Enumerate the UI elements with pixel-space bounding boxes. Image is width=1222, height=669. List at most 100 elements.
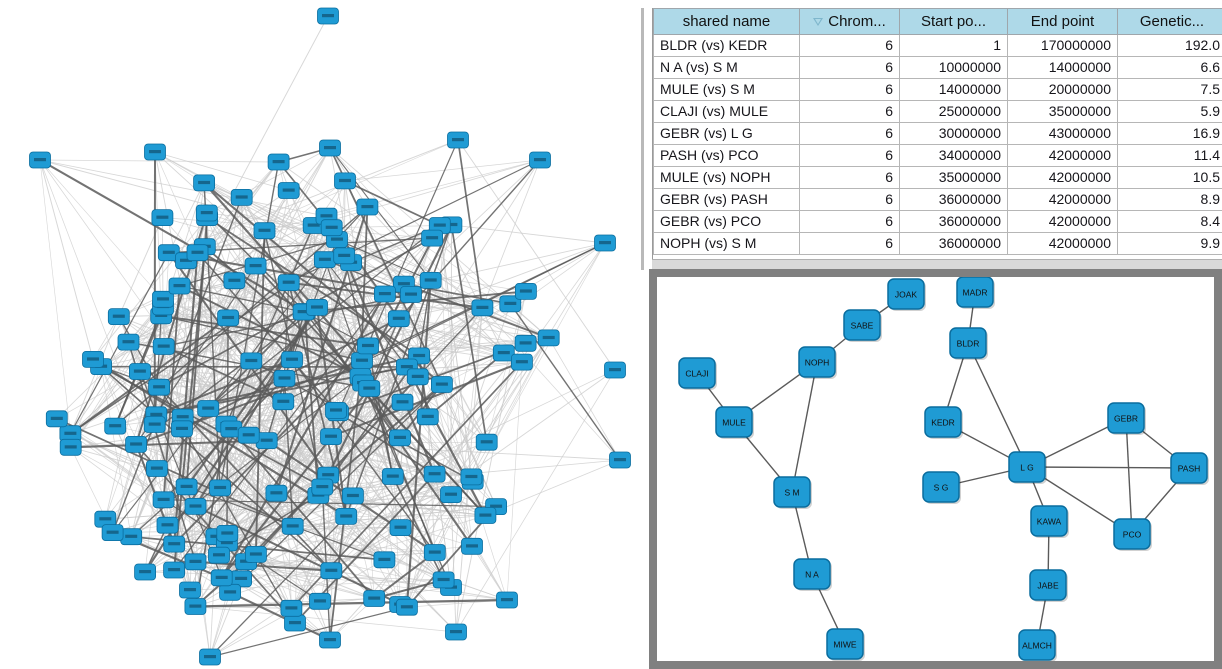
main-network-edge[interactable] <box>225 225 315 425</box>
subnetwork-node-sm[interactable]: S M <box>773 476 812 509</box>
cell-start_point[interactable]: 30000000 <box>899 122 1008 145</box>
subnetwork-node-madr[interactable]: MADR <box>956 277 995 309</box>
main-network-edge[interactable] <box>329 147 523 363</box>
main-network-edge[interactable] <box>162 306 318 308</box>
main-network-edge[interactable] <box>70 346 164 434</box>
main-network-edge[interactable] <box>144 468 158 573</box>
main-network-edge[interactable] <box>92 217 208 360</box>
cell-start_point[interactable]: 34000000 <box>899 144 1008 167</box>
main-network-edge[interactable] <box>163 217 208 500</box>
main-network-edge[interactable] <box>368 387 487 517</box>
subnetwork-edge[interactable] <box>1125 417 1133 535</box>
subnetwork-node-bldr[interactable]: BLDR <box>949 327 988 360</box>
main-network-edge[interactable] <box>39 159 94 360</box>
column-header-genetic[interactable]: Genetic... <box>1117 8 1222 35</box>
cell-shared_name[interactable]: GEBR (vs) PCO <box>653 210 800 233</box>
cell-genetic[interactable]: 11.4 <box>1117 144 1222 167</box>
main-network-edge[interactable] <box>345 516 457 633</box>
cell-end_point[interactable]: 14000000 <box>1007 56 1118 79</box>
main-network-edge[interactable] <box>112 505 196 534</box>
node-shape[interactable] <box>1030 505 1068 537</box>
table-row[interactable]: NOPH (vs) S M 6 36000000 42000000 9.9 <box>653 232 1222 255</box>
cell-shared_name[interactable]: CLAJI (vs) MULE <box>653 100 800 123</box>
cell-shared_name[interactable]: GEBR (vs) PASH <box>653 188 800 211</box>
main-network-edge[interactable] <box>410 294 473 547</box>
cell-start_point[interactable]: 36000000 <box>899 188 1008 211</box>
table-row[interactable]: MULE (vs) S M 6 14000000 20000000 7.5 <box>653 78 1222 101</box>
subnetwork-node-sabe[interactable]: SABE <box>843 309 882 342</box>
main-network-edge[interactable] <box>337 411 436 475</box>
main-network-edge[interactable] <box>168 251 412 296</box>
main-network-edge[interactable] <box>163 499 497 508</box>
node-shape[interactable] <box>887 278 925 310</box>
main-network-edge[interactable] <box>162 306 364 384</box>
main-network-edge[interactable] <box>451 224 606 244</box>
main-network-edge[interactable] <box>457 139 484 308</box>
main-network-edge[interactable] <box>399 552 436 605</box>
subnetwork-edge[interactable] <box>967 342 1028 468</box>
main-network-edge[interactable] <box>130 382 364 538</box>
main-network-edge[interactable] <box>439 225 505 354</box>
main-network-edge[interactable] <box>254 265 364 384</box>
main-network-edge[interactable] <box>482 307 621 461</box>
subnetwork-node-claji[interactable]: CLAJI <box>678 357 717 390</box>
subnetwork-edge[interactable] <box>1026 466 1190 469</box>
node-shape[interactable] <box>773 476 811 508</box>
main-network-edge[interactable] <box>39 159 306 313</box>
main-network-edge[interactable] <box>427 416 436 553</box>
table-row[interactable]: MULE (vs) NOPH 6 35000000 42000000 10.5 <box>653 166 1222 189</box>
main-network-edge[interactable] <box>344 255 549 339</box>
subnetwork-graph[interactable]: JOAK SABE NOPH CLAJI MULE S M N A MIWE MADR BLDR K… <box>657 277 1214 661</box>
node-shape[interactable] <box>826 628 864 660</box>
main-network-edge[interactable] <box>195 598 508 608</box>
main-network-edge[interactable] <box>154 424 196 607</box>
node-shape[interactable] <box>1029 569 1067 601</box>
main-network-edge[interactable] <box>405 366 487 517</box>
node-shape[interactable] <box>1018 629 1056 661</box>
table-row[interactable]: GEBR (vs) PASH 6 36000000 42000000 8.9 <box>653 188 1222 211</box>
main-network-edge[interactable] <box>319 342 526 602</box>
column-header-chromosome[interactable]: Chrom... <box>799 8 900 35</box>
subnetwork-node-jabe[interactable]: JABE <box>1029 569 1068 602</box>
main-network-edge[interactable] <box>161 315 229 319</box>
main-network-edge[interactable] <box>174 545 473 571</box>
cell-genetic[interactable]: 8.4 <box>1117 210 1222 233</box>
main-network-edge[interactable] <box>361 159 541 362</box>
main-network-edge[interactable] <box>92 358 332 572</box>
edge-table-body[interactable]: BLDR (vs) KEDR 6 1 170000000 192.0 N A (vs) S… <box>653 34 1222 255</box>
main-network-edge[interactable] <box>229 476 472 593</box>
node-shape[interactable] <box>1113 518 1151 550</box>
cell-start_point[interactable]: 25000000 <box>899 100 1008 123</box>
column-header-start-point[interactable]: Start po... <box>899 8 1008 35</box>
main-network-edge[interactable] <box>168 139 459 254</box>
subnetwork-node-mule[interactable]: MULE <box>715 406 754 439</box>
table-row[interactable]: GEBR (vs) L G 6 30000000 43000000 16.9 <box>653 122 1222 145</box>
cell-genetic[interactable]: 7.5 <box>1117 78 1222 101</box>
cell-end_point[interactable]: 35000000 <box>1007 100 1118 123</box>
subnetwork-node-kedr[interactable]: KEDR <box>924 406 963 439</box>
node-shape[interactable] <box>798 346 836 378</box>
subnetwork-edge[interactable] <box>791 361 818 493</box>
table-row[interactable]: CLAJI (vs) MULE 6 25000000 35000000 5.9 <box>653 100 1222 123</box>
main-network-edge[interactable] <box>154 315 162 425</box>
node-shape[interactable] <box>949 327 987 359</box>
main-network-edge[interactable] <box>209 606 408 658</box>
main-network-edge[interactable] <box>400 361 523 528</box>
cell-genetic[interactable]: 6.6 <box>1117 56 1222 79</box>
subnetwork-node-kawa[interactable]: KAWA <box>1030 505 1069 538</box>
cell-chromosome[interactable]: 6 <box>799 100 900 123</box>
node-shape[interactable] <box>956 277 994 308</box>
main-network-edge[interactable] <box>161 315 363 362</box>
cell-genetic[interactable]: 16.9 <box>1117 122 1222 145</box>
cell-end_point[interactable]: 43000000 <box>1007 122 1118 145</box>
cell-end_point[interactable]: 42000000 <box>1007 210 1118 233</box>
main-network-edge[interactable] <box>203 182 352 264</box>
main-network-edge[interactable] <box>112 217 208 533</box>
cell-shared_name[interactable]: N A (vs) S M <box>653 56 800 79</box>
main-network-edge[interactable] <box>324 259 408 368</box>
main-network-edge[interactable] <box>344 159 541 182</box>
cell-start_point[interactable]: 1 <box>899 34 1008 57</box>
cell-shared_name[interactable]: BLDR (vs) KEDR <box>653 34 800 57</box>
cell-genetic[interactable]: 192.0 <box>1117 34 1222 57</box>
main-network-edge[interactable] <box>194 306 318 507</box>
